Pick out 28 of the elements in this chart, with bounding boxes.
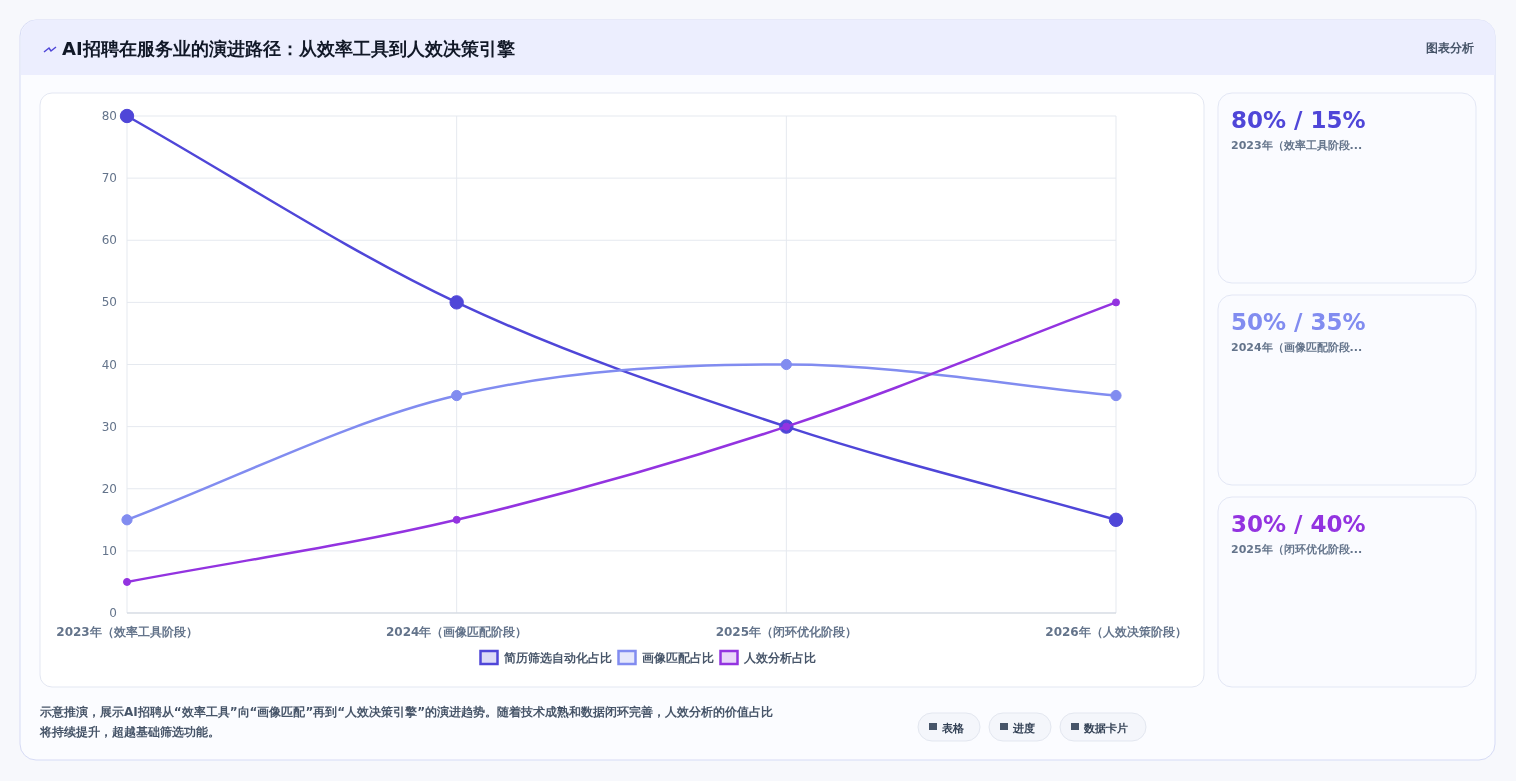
y-tick-label: 30 [101, 419, 117, 434]
text: 50% / 35% [1231, 309, 1366, 335]
x-tick-label: 2025年（闭环优化阶段） [715, 625, 858, 639]
y-tick-label: 70 [101, 171, 117, 186]
y-tick-label: 10 [101, 543, 117, 558]
text: 图表分析 [1426, 41, 1474, 55]
x-tick-label: 2026年（人效决策阶段） [1045, 625, 1187, 639]
text: 80% / 15% [1231, 107, 1366, 133]
button: 数据卡片 [1059, 712, 1147, 742]
x-tick-label: 2023年（效率工具阶段） [56, 625, 198, 639]
legend-label: 简历筛选自动化占比 [502, 651, 612, 665]
chart-title: AI招聘在服务业的演进路径：从效率工具到人效决策引擎 [62, 38, 516, 59]
text: 30% / 40% [1231, 511, 1366, 537]
text: 示意推演，展示AI招聘从“效率工具”向“画像匹配”再到“人效决策引擎”的演进趋势。随着技术成熟和数据闭环完善，人效分析的价值占比将持续提升，超越基础筛选功能。 [39, 705, 774, 739]
y-tick-label: 20 [101, 481, 117, 496]
text: 2023年（效率工具阶段... [1231, 139, 1363, 152]
text: 2025年（闭环优化阶段... [1231, 543, 1363, 556]
y-tick-label: 80 [101, 109, 117, 123]
y-tick-label: 0 [109, 606, 117, 620]
y-tick-label: 50 [101, 295, 117, 310]
text: 2024年（画像匹配阶段... [1231, 341, 1363, 354]
button: 表格 [917, 712, 981, 742]
y-tick-label: 60 [101, 233, 117, 248]
legend-label: 画像匹配占比 [641, 651, 714, 665]
x-tick-label: 2024年（画像匹配阶段） [385, 625, 528, 639]
legend-label: 人效分析占比 [742, 651, 816, 665]
button: 进度 [988, 712, 1052, 742]
y-tick-label: 40 [101, 357, 117, 372]
